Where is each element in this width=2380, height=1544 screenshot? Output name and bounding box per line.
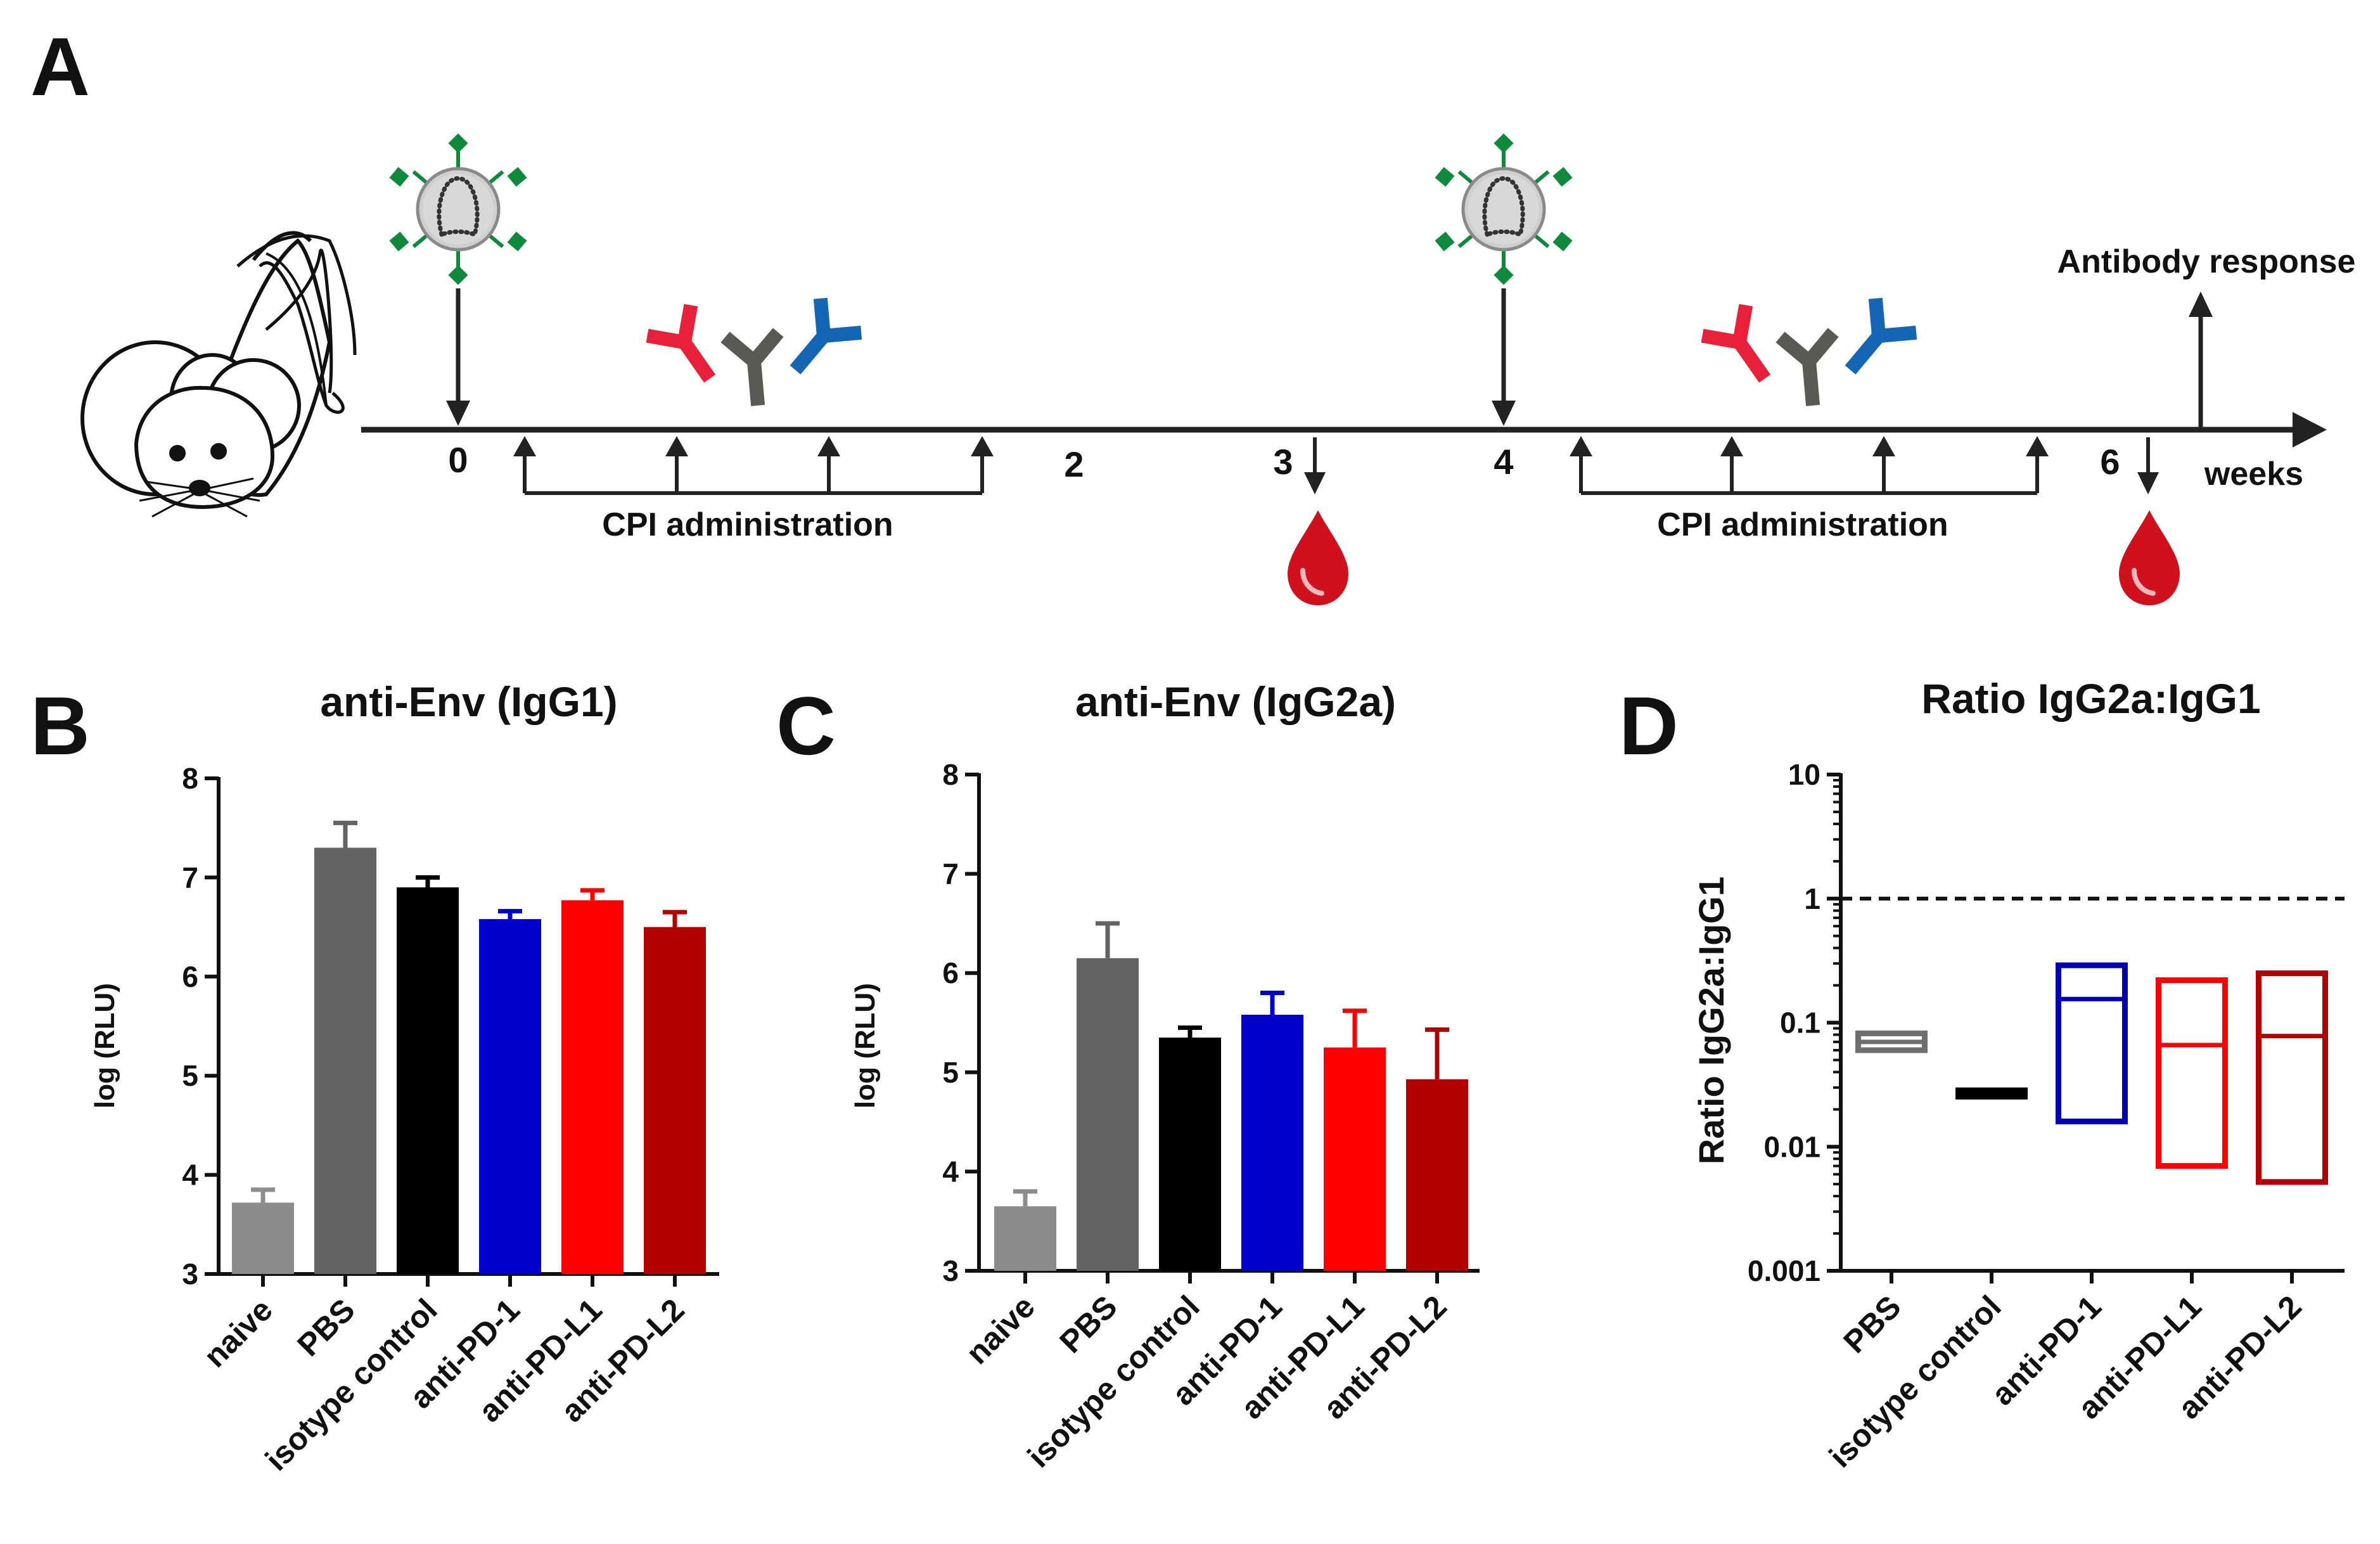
- chart-c-ytick-label: 6: [942, 956, 959, 989]
- chart-b-bar-anti-PD-1: [479, 919, 541, 1274]
- chart-b-title: anti-Env (IgG1): [320, 678, 617, 725]
- chart-c-ylabel: log (RLU): [850, 983, 881, 1109]
- chart-d-ytick-label: 1: [1804, 882, 1820, 915]
- chart-b-ytick-label: 6: [182, 960, 198, 993]
- week-label-4: 4: [1494, 442, 1513, 482]
- chart-b-bar-isotype-control: [397, 887, 459, 1274]
- chart-d-ylabel: Ratio IgG2a:IgG1: [1691, 877, 1731, 1164]
- panel-letter-d: D: [1619, 679, 1679, 772]
- antibody-icon-blue-2: [1830, 299, 1916, 387]
- chart-d-box-anti-PD-1: [2056, 962, 2128, 1124]
- antibody-icon-gray-2: [1780, 332, 1839, 408]
- week-label-2: 2: [1064, 444, 1084, 484]
- cpi-label-2: CPI administration: [1657, 506, 1948, 543]
- chart-c-ytick-label: 3: [942, 1254, 959, 1287]
- chart-d-ytick-label: 0.01: [1763, 1130, 1820, 1163]
- immunization-arrow-week-4: [1492, 288, 1516, 426]
- chart-b-bar-anti-PD-L2: [644, 927, 706, 1274]
- chart-d-title: Ratio IgG2a:IgG1: [1921, 675, 2260, 722]
- chart-c-bar-anti-PD-1: [1241, 1014, 1303, 1271]
- chart-c-bar-PBS: [1077, 958, 1139, 1271]
- chart-b-ylabel: log (RLU): [89, 983, 120, 1109]
- cpi-bracket-1: [513, 436, 994, 495]
- panel-d: D Ratio IgG2a:IgG1 Ratio IgG2a:IgG1 0.00…: [1619, 675, 2345, 1474]
- chart-b-ytick-label: 7: [182, 861, 198, 894]
- chart-c-ytick-label: 5: [942, 1056, 959, 1089]
- cpi-label-1: CPI administration: [602, 506, 893, 543]
- chart-b-bar-PBS: [314, 847, 376, 1274]
- bleed-arrow-week-3: [1304, 437, 1326, 494]
- chart-b-category-label: naive: [197, 1292, 279, 1374]
- chart-b-ytick-label: 8: [182, 762, 198, 795]
- chart-c-ytick-label: 8: [942, 758, 959, 791]
- chart-d-ytick-label: 0.1: [1780, 1007, 1820, 1039]
- panel-letter-b: B: [30, 679, 90, 772]
- chart-c-category-label: naive: [959, 1289, 1042, 1371]
- mouse-icon: [80, 231, 357, 518]
- chart-b-bar-naive: [232, 1202, 294, 1274]
- chart-d-category-label: PBS: [1836, 1289, 1907, 1360]
- chart-c-ytick-label: 4: [942, 1155, 959, 1188]
- week-label-6: 6: [2100, 442, 2120, 482]
- blood-drop-icon-week-3: [1288, 510, 1348, 605]
- chart-b-category-label: PBS: [290, 1292, 361, 1363]
- blood-drop-icon-week-6: [2119, 510, 2180, 605]
- cpi-bracket-2: [1570, 436, 2049, 495]
- antibody-icon-gray: [725, 332, 784, 408]
- chart-d-box-anti-PD-L1: [2156, 977, 2228, 1169]
- panel-c: C anti-Env (IgG2a) log (RLU) 3 4 5 6 7 8 naive…: [776, 678, 1480, 1474]
- chart-c-bar-anti-PD-L2: [1406, 1079, 1468, 1271]
- vlp-icon-week-4: [1435, 133, 1573, 285]
- antibody-icon-red: [648, 306, 732, 394]
- chart-c-category-label: PBS: [1052, 1289, 1123, 1360]
- chart-c-bar-anti-PD-L1: [1324, 1047, 1386, 1271]
- chart-d-ytick-label: 10: [1788, 758, 1820, 791]
- bleed-arrow-week-6: [2137, 437, 2159, 494]
- timeline-arrowhead: [2293, 412, 2327, 447]
- antibody-response-label: Antibody response: [2057, 243, 2356, 280]
- chart-b-bar-anti-PD-L1: [561, 900, 624, 1274]
- antibody-icon-blue: [775, 299, 861, 387]
- week-label-3: 3: [1273, 442, 1293, 482]
- mouse-tail: [259, 261, 345, 414]
- panel-letter-c: C: [776, 679, 836, 772]
- weeks-label: weeks: [2204, 456, 2303, 492]
- chart-b-ytick-label: 4: [182, 1159, 198, 1192]
- chart-d-category-label: isotype control: [1822, 1289, 2008, 1474]
- antibody-icon-red-2: [1703, 306, 1787, 394]
- chart-c-title: anti-Env (IgG2a): [1075, 678, 1396, 725]
- vlp-icon-week-0: [390, 133, 527, 285]
- chart-d-box-anti-PD-L2: [2256, 970, 2328, 1185]
- chart-c-bar-naive: [994, 1206, 1056, 1271]
- chart-c-ytick-label: 7: [942, 858, 959, 891]
- panel-letter-a: A: [30, 20, 90, 113]
- chart-b-ytick-label: 3: [182, 1258, 198, 1290]
- panel-b: B anti-Env (IgG1) log (RLU) 3 4 5 6 7 8 naive P…: [30, 678, 719, 1477]
- immunization-arrow-week-0: [446, 288, 470, 426]
- chart-b-ytick-label: 5: [182, 1059, 198, 1092]
- panel-a: A: [30, 20, 2355, 605]
- chart-d-ytick-label: 0.001: [1748, 1254, 1820, 1287]
- week-label-0: 0: [448, 440, 468, 480]
- antibody-response-arrow: [2189, 292, 2213, 428]
- chart-c-bar-isotype-control: [1159, 1037, 1221, 1271]
